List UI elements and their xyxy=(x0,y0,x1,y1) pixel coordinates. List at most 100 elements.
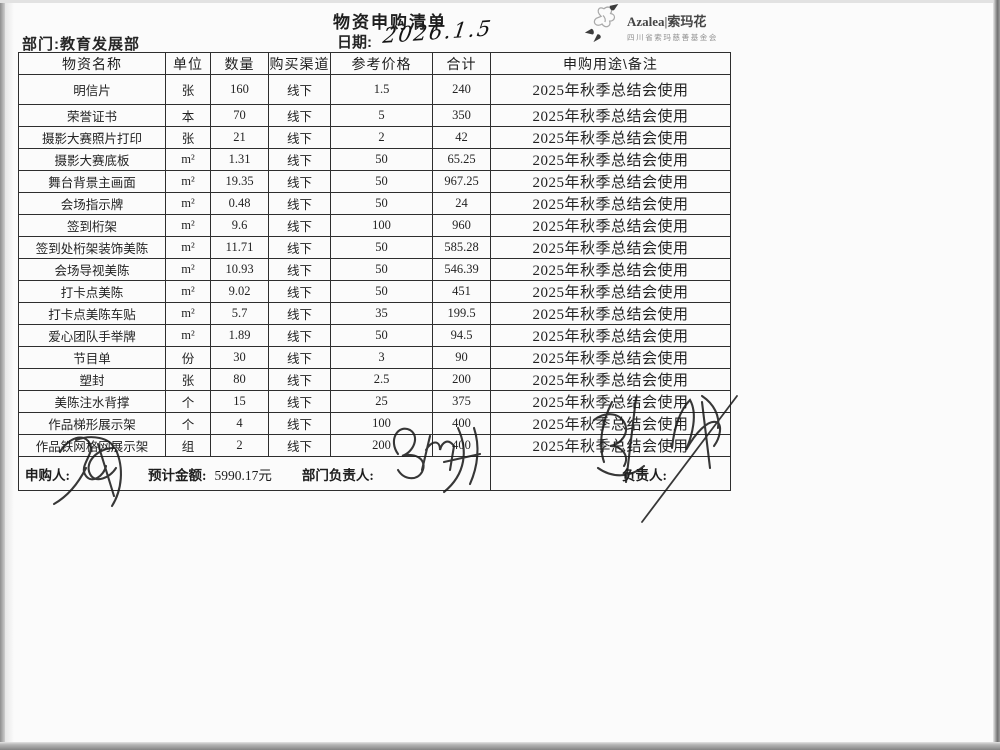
cell-total: 451 xyxy=(432,280,491,303)
cell-remark: 2025年秋季总结会使用 xyxy=(490,126,731,149)
department-line: 部门:教育发展部 xyxy=(22,36,140,53)
cell-name: 明信片 xyxy=(18,74,166,105)
cell-qty: 10.93 xyxy=(210,258,269,281)
cell-qty: 4 xyxy=(210,412,269,435)
cell-remark: 2025年秋季总结会使用 xyxy=(490,214,731,237)
cell-remark: 2025年秋季总结会使用 xyxy=(490,434,731,457)
cell-price: 50 xyxy=(330,280,433,303)
cell-remark: 2025年秋季总结会使用 xyxy=(490,258,731,281)
cell-unit: m² xyxy=(165,236,211,259)
cell-name: 打卡点美陈 xyxy=(18,280,166,303)
cell-price: 50 xyxy=(330,148,433,171)
cell-total: 240 xyxy=(432,74,491,105)
cell-channel: 线下 xyxy=(268,258,331,281)
cell-unit: m² xyxy=(165,170,211,193)
cell-price: 2.5 xyxy=(330,368,433,391)
signature-left-cell: 申购人: 预计金额: 5990.17元 部门负责人: xyxy=(18,456,491,491)
table-row: 明信片张 160 线下 1.5 240 2025年秋季总结会使用 xyxy=(18,74,731,105)
cell-total: 94.5 xyxy=(432,324,491,347)
flower-sketch-icon xyxy=(582,3,624,50)
estimate-value: 5990.17元 xyxy=(214,467,272,483)
cell-total: 199.5 xyxy=(432,302,491,325)
cell-remark: 2025年秋季总结会使用 xyxy=(490,368,731,391)
cell-qty: 1.31 xyxy=(210,148,269,171)
applicant-label: 申购人: xyxy=(25,467,70,483)
signature-row: 申购人: 预计金额: 5990.17元 部门负责人: 负责人: xyxy=(18,456,731,491)
cell-qty: 160 xyxy=(210,74,269,105)
cell-channel: 线下 xyxy=(268,170,331,193)
table-row: 舞台背景主画面 m² 19.35 线下 50 967.25 2025年秋季总结会使用 xyxy=(18,170,731,193)
cell-unit: m² xyxy=(165,258,211,281)
cell-name: 爱心团队手举牌 xyxy=(18,324,166,347)
table-row: 签到桁架 m² 9.6 线下 100 960 2025年秋季总结会使用 xyxy=(18,214,731,237)
col-header-price: 参考价格 xyxy=(330,52,433,75)
cell-total: 24 xyxy=(432,192,491,215)
cell-remark: 2025年秋季总结会使用 xyxy=(490,302,731,325)
cell-channel: 线下 xyxy=(268,104,331,127)
page-title: 物资申购清单 xyxy=(333,13,447,32)
scan-edge-top xyxy=(0,0,1000,3)
cell-channel: 线下 xyxy=(268,126,331,149)
cell-remark: 2025年秋季总结会使用 xyxy=(490,74,731,105)
date-label: 日期: xyxy=(337,34,372,51)
table-body: 明信片张 160 线下 1.5 240 2025年秋季总结会使用 荣誉证书本 70 线下 5 350… xyxy=(18,74,731,457)
cell-remark: 2025年秋季总结会使用 xyxy=(490,236,731,259)
cell-channel: 线下 xyxy=(268,412,331,435)
cell-channel: 线下 xyxy=(268,74,331,105)
purchase-table: 物资名称 单位 数量 购买渠道 参考价格 合计 申购用途\备注 明信片张 160 线… xyxy=(18,52,731,491)
table-row: 美陈注水背撑个 15 线下 25 375 2025年秋季总结会使用 xyxy=(18,390,731,413)
table-row: 会场指示牌 m² 0.48 线下 50 24 2025年秋季总结会使用 xyxy=(18,192,731,215)
table-row: 摄影大赛照片打印张 21 线下 2 42 2025年秋季总结会使用 xyxy=(18,126,731,149)
col-header-channel: 购买渠道 xyxy=(268,52,331,75)
col-header-remark: 申购用途\备注 xyxy=(490,52,731,75)
cell-unit: m² xyxy=(165,324,211,347)
table-row: 作品铁网格网展示架组 2 线下 200 400 2025年秋季总结会使用 xyxy=(18,434,731,457)
table-row: 打卡点美陈 m² 9.02 线下 50 451 2025年秋季总结会使用 xyxy=(18,280,731,303)
table-row: 摄影大赛底板 m² 1.31 线下 50 65.25 2025年秋季总结会使用 xyxy=(18,148,731,171)
cell-price: 100 xyxy=(330,214,433,237)
cell-channel: 线下 xyxy=(268,280,331,303)
cell-remark: 2025年秋季总结会使用 xyxy=(490,412,731,435)
scan-edge-left-fade xyxy=(5,0,14,750)
table-row: 塑封张 80 线下 2.5 200 2025年秋季总结会使用 xyxy=(18,368,731,391)
cell-price: 50 xyxy=(330,324,433,347)
cell-channel: 线下 xyxy=(268,434,331,457)
org-logo: Azalea|索玛花 四川省索玛慈善基金会 xyxy=(582,3,718,50)
signature-right-cell: 负责人: xyxy=(490,456,731,491)
cell-qty: 2 xyxy=(210,434,269,457)
cell-channel: 线下 xyxy=(268,346,331,369)
cell-name: 会场导视美陈 xyxy=(18,258,166,281)
cell-name: 签到桁架 xyxy=(18,214,166,237)
cell-price: 100 xyxy=(330,412,433,435)
cell-total: 42 xyxy=(432,126,491,149)
col-header-qty: 数量 xyxy=(210,52,269,75)
cell-remark: 2025年秋季总结会使用 xyxy=(490,324,731,347)
cell-unit: 张 xyxy=(165,368,211,391)
cell-price: 3 xyxy=(330,346,433,369)
cell-unit: m² xyxy=(165,192,211,215)
cell-unit: m² xyxy=(165,302,211,325)
cell-name: 摄影大赛照片打印 xyxy=(18,126,166,149)
cell-price: 50 xyxy=(330,236,433,259)
cell-price: 50 xyxy=(330,258,433,281)
cell-remark: 2025年秋季总结会使用 xyxy=(490,280,731,303)
table-row: 打卡点美陈车贴 m² 5.7 线下 35 199.5 2025年秋季总结会使用 xyxy=(18,302,731,325)
cell-price: 50 xyxy=(330,170,433,193)
cell-total: 400 xyxy=(432,434,491,457)
cell-total: 585.28 xyxy=(432,236,491,259)
cell-total: 375 xyxy=(432,390,491,413)
cell-name: 作品梯形展示架 xyxy=(18,412,166,435)
cell-unit: m² xyxy=(165,214,211,237)
cell-total: 350 xyxy=(432,104,491,127)
table-header-row: 物资名称 单位 数量 购买渠道 参考价格 合计 申购用途\备注 xyxy=(18,52,731,75)
cell-unit: 张 xyxy=(165,74,211,105)
cell-price: 50 xyxy=(330,192,433,215)
cell-name: 荣誉证书 xyxy=(18,104,166,127)
cell-qty: 9.6 xyxy=(210,214,269,237)
cell-qty: 21 xyxy=(210,126,269,149)
cell-remark: 2025年秋季总结会使用 xyxy=(490,170,731,193)
cell-remark: 2025年秋季总结会使用 xyxy=(490,148,731,171)
cell-price: 2 xyxy=(330,126,433,149)
cell-name: 美陈注水背撑 xyxy=(18,390,166,413)
